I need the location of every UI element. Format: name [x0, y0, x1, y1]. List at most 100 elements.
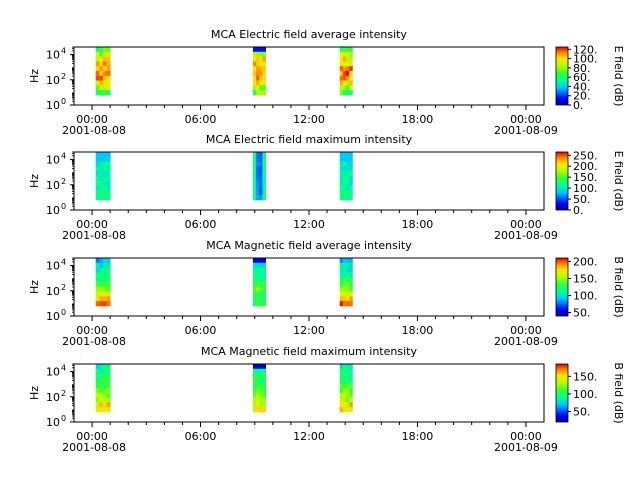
colorbar-tick-label: 120. — [573, 43, 598, 56]
x-date-start: 2001-08-08 — [62, 441, 126, 454]
heat-cell — [342, 185, 347, 191]
heat-cell — [342, 291, 347, 297]
heat-cell — [106, 180, 111, 186]
heat-cell — [346, 161, 350, 167]
heat-cell — [95, 402, 100, 408]
panel-title: MCA Electric field average intensity — [211, 28, 407, 41]
heat-cell — [259, 262, 263, 268]
heat-cell — [106, 90, 111, 96]
heat-cell — [95, 85, 100, 91]
heat-cell — [349, 397, 353, 403]
heat-cell — [259, 272, 263, 278]
heat-cell — [106, 281, 111, 288]
heat-cell — [346, 291, 350, 297]
colorbar-tick-label: 80. — [573, 62, 591, 75]
heat-cell — [95, 407, 100, 413]
heat-cell — [102, 296, 107, 302]
heat-cell — [342, 75, 347, 81]
heat-cell — [95, 70, 100, 77]
heat-cell — [349, 277, 353, 283]
heat-cell — [95, 378, 100, 384]
heat-cell — [349, 85, 353, 91]
heat-cell — [256, 47, 260, 53]
heat-cell — [102, 175, 107, 182]
heat-cell — [102, 152, 107, 158]
y-tick-exponent: 4 — [61, 152, 66, 161]
heat-cell — [252, 175, 257, 182]
heat-cell — [262, 277, 267, 283]
heat-cell — [102, 262, 107, 268]
colorbar-label: E field (dB) — [612, 151, 625, 212]
heat-cell — [262, 195, 267, 201]
heat-cell — [342, 277, 347, 283]
x-tick-label: 06:00 — [185, 324, 217, 337]
heat-cell — [342, 364, 347, 370]
heat-cell — [262, 85, 267, 91]
heat-cell — [346, 80, 350, 86]
y-tick-label: 10 — [46, 310, 60, 323]
heat-cell — [349, 286, 353, 292]
heat-cell — [99, 402, 104, 408]
heat-cell — [262, 175, 267, 182]
heat-cell — [262, 301, 267, 307]
heat-cell — [339, 156, 344, 162]
heat-cell — [342, 85, 347, 91]
heat-cell — [256, 90, 260, 96]
heat-cell — [262, 70, 267, 77]
heat-cell — [95, 364, 100, 370]
heat-cell — [349, 387, 353, 394]
heat-cell — [102, 156, 107, 162]
heat-cell — [252, 180, 257, 186]
heat-cell — [256, 80, 260, 86]
plot-frame — [73, 257, 545, 317]
heat-cell — [99, 368, 104, 374]
heat-cell — [262, 80, 267, 86]
spectrogram-block — [339, 258, 353, 307]
heat-cell — [349, 47, 353, 53]
colorbar: 50. 100. 150. B field (dB) — [555, 362, 625, 424]
heat-cell — [252, 392, 257, 398]
heat-cell — [349, 392, 353, 398]
heat-cell — [99, 161, 104, 167]
heat-cell — [256, 161, 260, 167]
heat-cell — [95, 161, 100, 167]
heat-cell — [346, 66, 350, 72]
y-tick-label: 10 — [46, 179, 60, 192]
colorbar-tick-label: 50. — [573, 307, 591, 320]
heat-cell — [262, 378, 267, 384]
heat-cell — [342, 281, 347, 288]
heat-cell — [342, 195, 347, 201]
heat-cell — [252, 156, 257, 162]
heat-cell — [342, 175, 347, 182]
heat-cell — [252, 66, 257, 72]
heat-cell — [349, 166, 353, 172]
y-axis-label: Hz — [28, 174, 41, 188]
colorbar-tick-label: 150. — [573, 272, 598, 285]
heat-cell — [99, 85, 104, 91]
heat-cell — [99, 301, 104, 307]
heat-cell — [349, 383, 353, 389]
heat-cell — [259, 80, 263, 86]
heat-cell — [346, 407, 350, 413]
plot-frame — [73, 363, 545, 423]
heat-cell — [99, 195, 104, 201]
heat-cell — [349, 301, 353, 307]
heat-cell — [102, 80, 107, 86]
heat-cell — [102, 387, 107, 394]
heat-cell — [256, 286, 260, 292]
heat-cell — [349, 402, 353, 408]
colorbar-label: B field (dB) — [612, 256, 625, 317]
y-tick-label: 10 — [46, 391, 60, 404]
heat-cell — [106, 373, 111, 379]
heat-cell — [102, 364, 107, 370]
heat-cell — [262, 267, 267, 273]
x-tick-label: 12:00 — [293, 113, 325, 126]
heat-cell — [262, 368, 267, 374]
heat-cell — [262, 258, 267, 264]
x-tick-label: 18:00 — [402, 324, 434, 337]
heat-cell — [252, 190, 257, 196]
heat-cell — [99, 70, 104, 77]
heat-cell — [256, 180, 260, 186]
heat-cell — [339, 66, 344, 72]
y-tick-exponent: 2 — [61, 283, 66, 292]
